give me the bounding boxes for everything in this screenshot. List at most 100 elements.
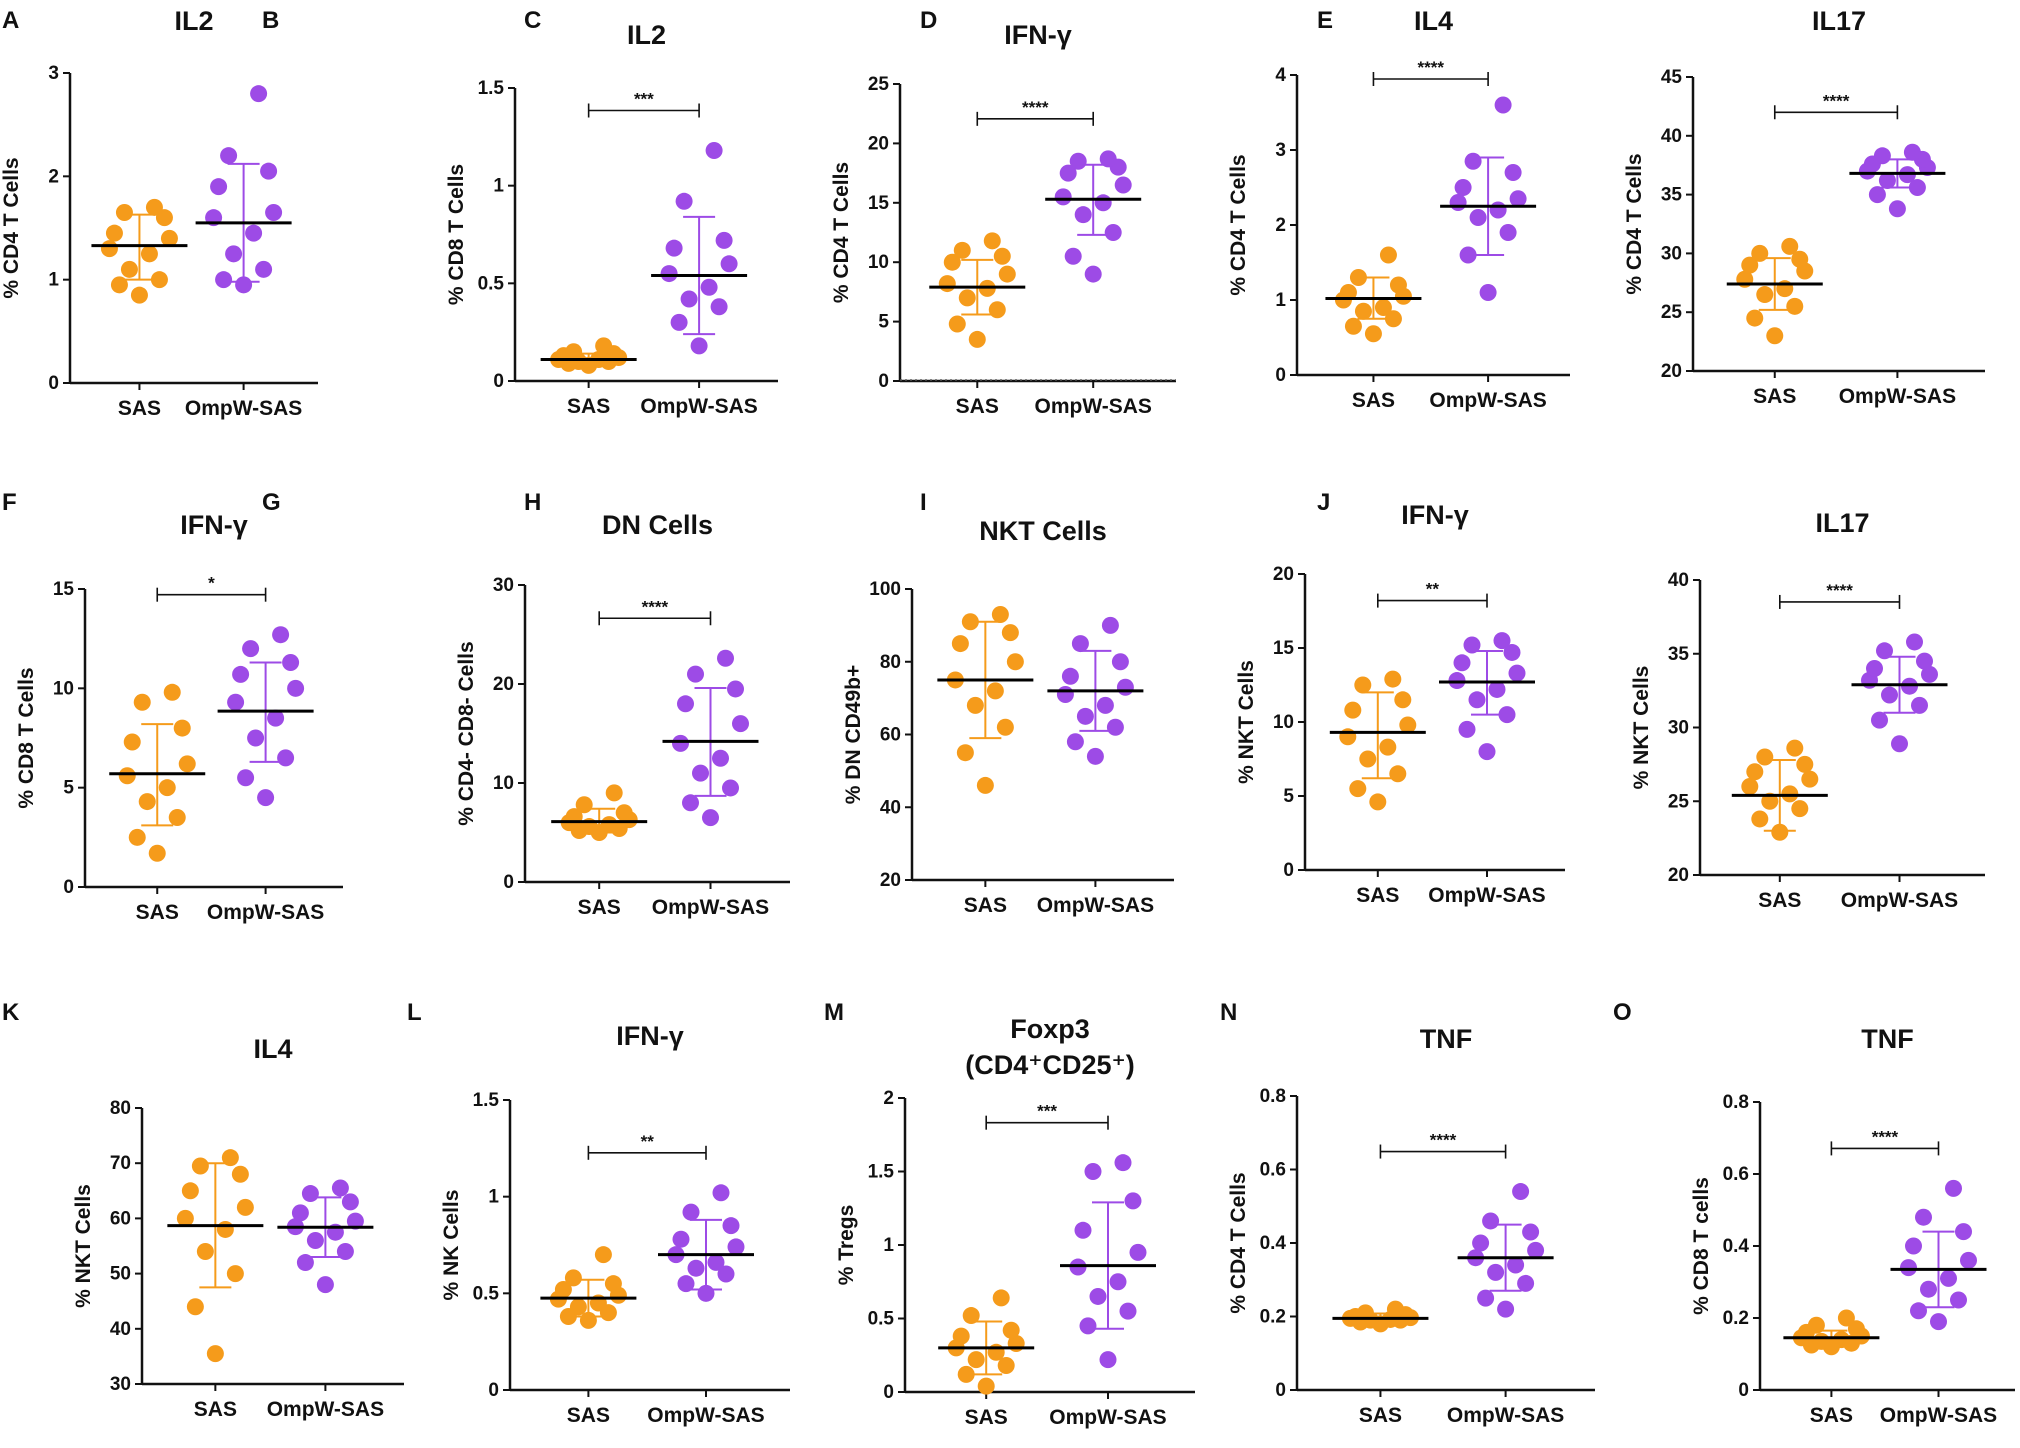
data-point	[282, 654, 300, 672]
y-tick-label: 0.6	[1723, 1164, 1749, 1185]
data-point	[196, 1243, 214, 1261]
data-point	[1868, 186, 1886, 204]
data-point	[1354, 302, 1372, 320]
x-group-label: OmpW-SAS	[652, 896, 769, 919]
data-point	[336, 1243, 354, 1261]
data-point	[115, 204, 133, 221]
data-point	[245, 224, 263, 242]
y-tick-label: 0.8	[1723, 1092, 1749, 1113]
data-point	[1527, 1241, 1545, 1259]
data-point	[943, 253, 961, 271]
data-point	[1876, 642, 1893, 660]
y-tick-label: 60	[110, 1208, 131, 1229]
data-point	[1111, 653, 1129, 671]
data-point	[720, 255, 738, 273]
data-point	[237, 769, 255, 787]
data-point	[977, 1377, 995, 1395]
series-ompw-sas	[651, 142, 748, 355]
panel-title: DN Cells	[602, 510, 713, 540]
panel-o: O TNF % CD8 T cells 0 0.2 0.4 0.6 0.8 SAS OmpW-SA…	[1613, 999, 2015, 1427]
y-tick-label: 35	[1661, 185, 1683, 206]
series-sas	[109, 683, 206, 862]
data-point	[1766, 327, 1784, 345]
y-tick-label: 0.4	[1723, 1236, 1750, 1257]
data-point	[682, 1203, 700, 1221]
data-point	[1099, 1351, 1117, 1369]
significance-label: ****	[1418, 58, 1445, 77]
series-sas	[938, 1289, 1035, 1395]
panel-k: K IL4 % NKT Cells 30 40 50 60 70 80 SAS OmpW-SAS	[2, 999, 404, 1421]
x-group-label: SAS	[1810, 1404, 1853, 1427]
y-tick-label: 20	[868, 133, 889, 154]
y-tick-label: 15	[868, 193, 890, 214]
data-point	[1881, 686, 1898, 704]
y-tick-label: 50	[110, 1264, 131, 1285]
data-point	[173, 719, 191, 737]
data-point	[1508, 664, 1526, 682]
data-point	[176, 1209, 194, 1227]
data-point	[1955, 1223, 1972, 1241]
data-point	[1074, 206, 1092, 224]
data-point	[306, 1231, 324, 1249]
panel-letter: G	[262, 489, 281, 516]
significance-label: **	[641, 1132, 655, 1151]
data-point	[968, 330, 986, 348]
data-point	[1071, 635, 1089, 653]
panel-letter: M	[824, 999, 844, 1026]
data-point	[1741, 778, 1759, 795]
data-point	[242, 640, 260, 658]
data-point	[1477, 1289, 1495, 1307]
series-ompw-sas	[195, 85, 292, 294]
panel-title: IFN-γ	[1401, 500, 1469, 530]
data-point	[992, 1289, 1010, 1307]
data-point	[1479, 284, 1497, 301]
data-point	[1873, 147, 1891, 165]
data-point	[710, 298, 728, 316]
significance-label: **	[1426, 580, 1440, 599]
y-tick-label: 0	[488, 1380, 499, 1401]
data-point	[100, 240, 118, 258]
data-point	[1921, 665, 1938, 683]
panel-title: NKT Cells	[979, 516, 1107, 546]
y-axis-label: % CD8 T Cells	[445, 164, 468, 305]
y-tick-label: 0.8	[1260, 1086, 1286, 1107]
data-point	[1106, 718, 1124, 736]
y-axis-label: % DN CD49b+	[842, 665, 865, 804]
data-point	[346, 1212, 364, 1230]
data-point	[267, 709, 285, 727]
data-point	[1339, 284, 1357, 301]
x-group-label: OmpW-SAS	[185, 397, 302, 420]
data-point	[1096, 696, 1114, 714]
panel-letter: N	[1220, 999, 1237, 1026]
data-point	[958, 289, 976, 307]
panel-title: TNF	[1861, 1024, 1913, 1054]
panel-letter: J	[1317, 489, 1330, 516]
data-point	[1369, 793, 1387, 811]
data-point	[732, 715, 749, 733]
data-point	[1389, 765, 1407, 783]
data-point	[1066, 733, 1084, 751]
data-point	[265, 204, 283, 221]
data-point	[1114, 1154, 1132, 1172]
y-tick-label: 0	[878, 371, 889, 392]
y-axis-label: % CD4 T Cells	[1623, 153, 1646, 294]
data-point	[948, 315, 966, 333]
data-point	[1064, 247, 1082, 265]
y-tick-label: 1	[488, 1187, 499, 1208]
data-point	[168, 808, 186, 826]
data-point	[967, 1351, 985, 1369]
data-point	[1458, 720, 1476, 738]
data-point	[1001, 624, 1019, 642]
series-sas	[1726, 237, 1823, 345]
data-point	[1459, 246, 1477, 264]
data-point	[1915, 1208, 1932, 1226]
data-point	[957, 1365, 975, 1383]
data-point	[1468, 691, 1486, 709]
data-point	[1905, 1237, 1922, 1255]
data-point	[1472, 1234, 1490, 1252]
data-point	[1916, 652, 1933, 670]
significance-label: ****	[1022, 98, 1049, 117]
data-point	[961, 613, 979, 631]
y-axis-label: % CD8 T Cells	[15, 667, 38, 808]
